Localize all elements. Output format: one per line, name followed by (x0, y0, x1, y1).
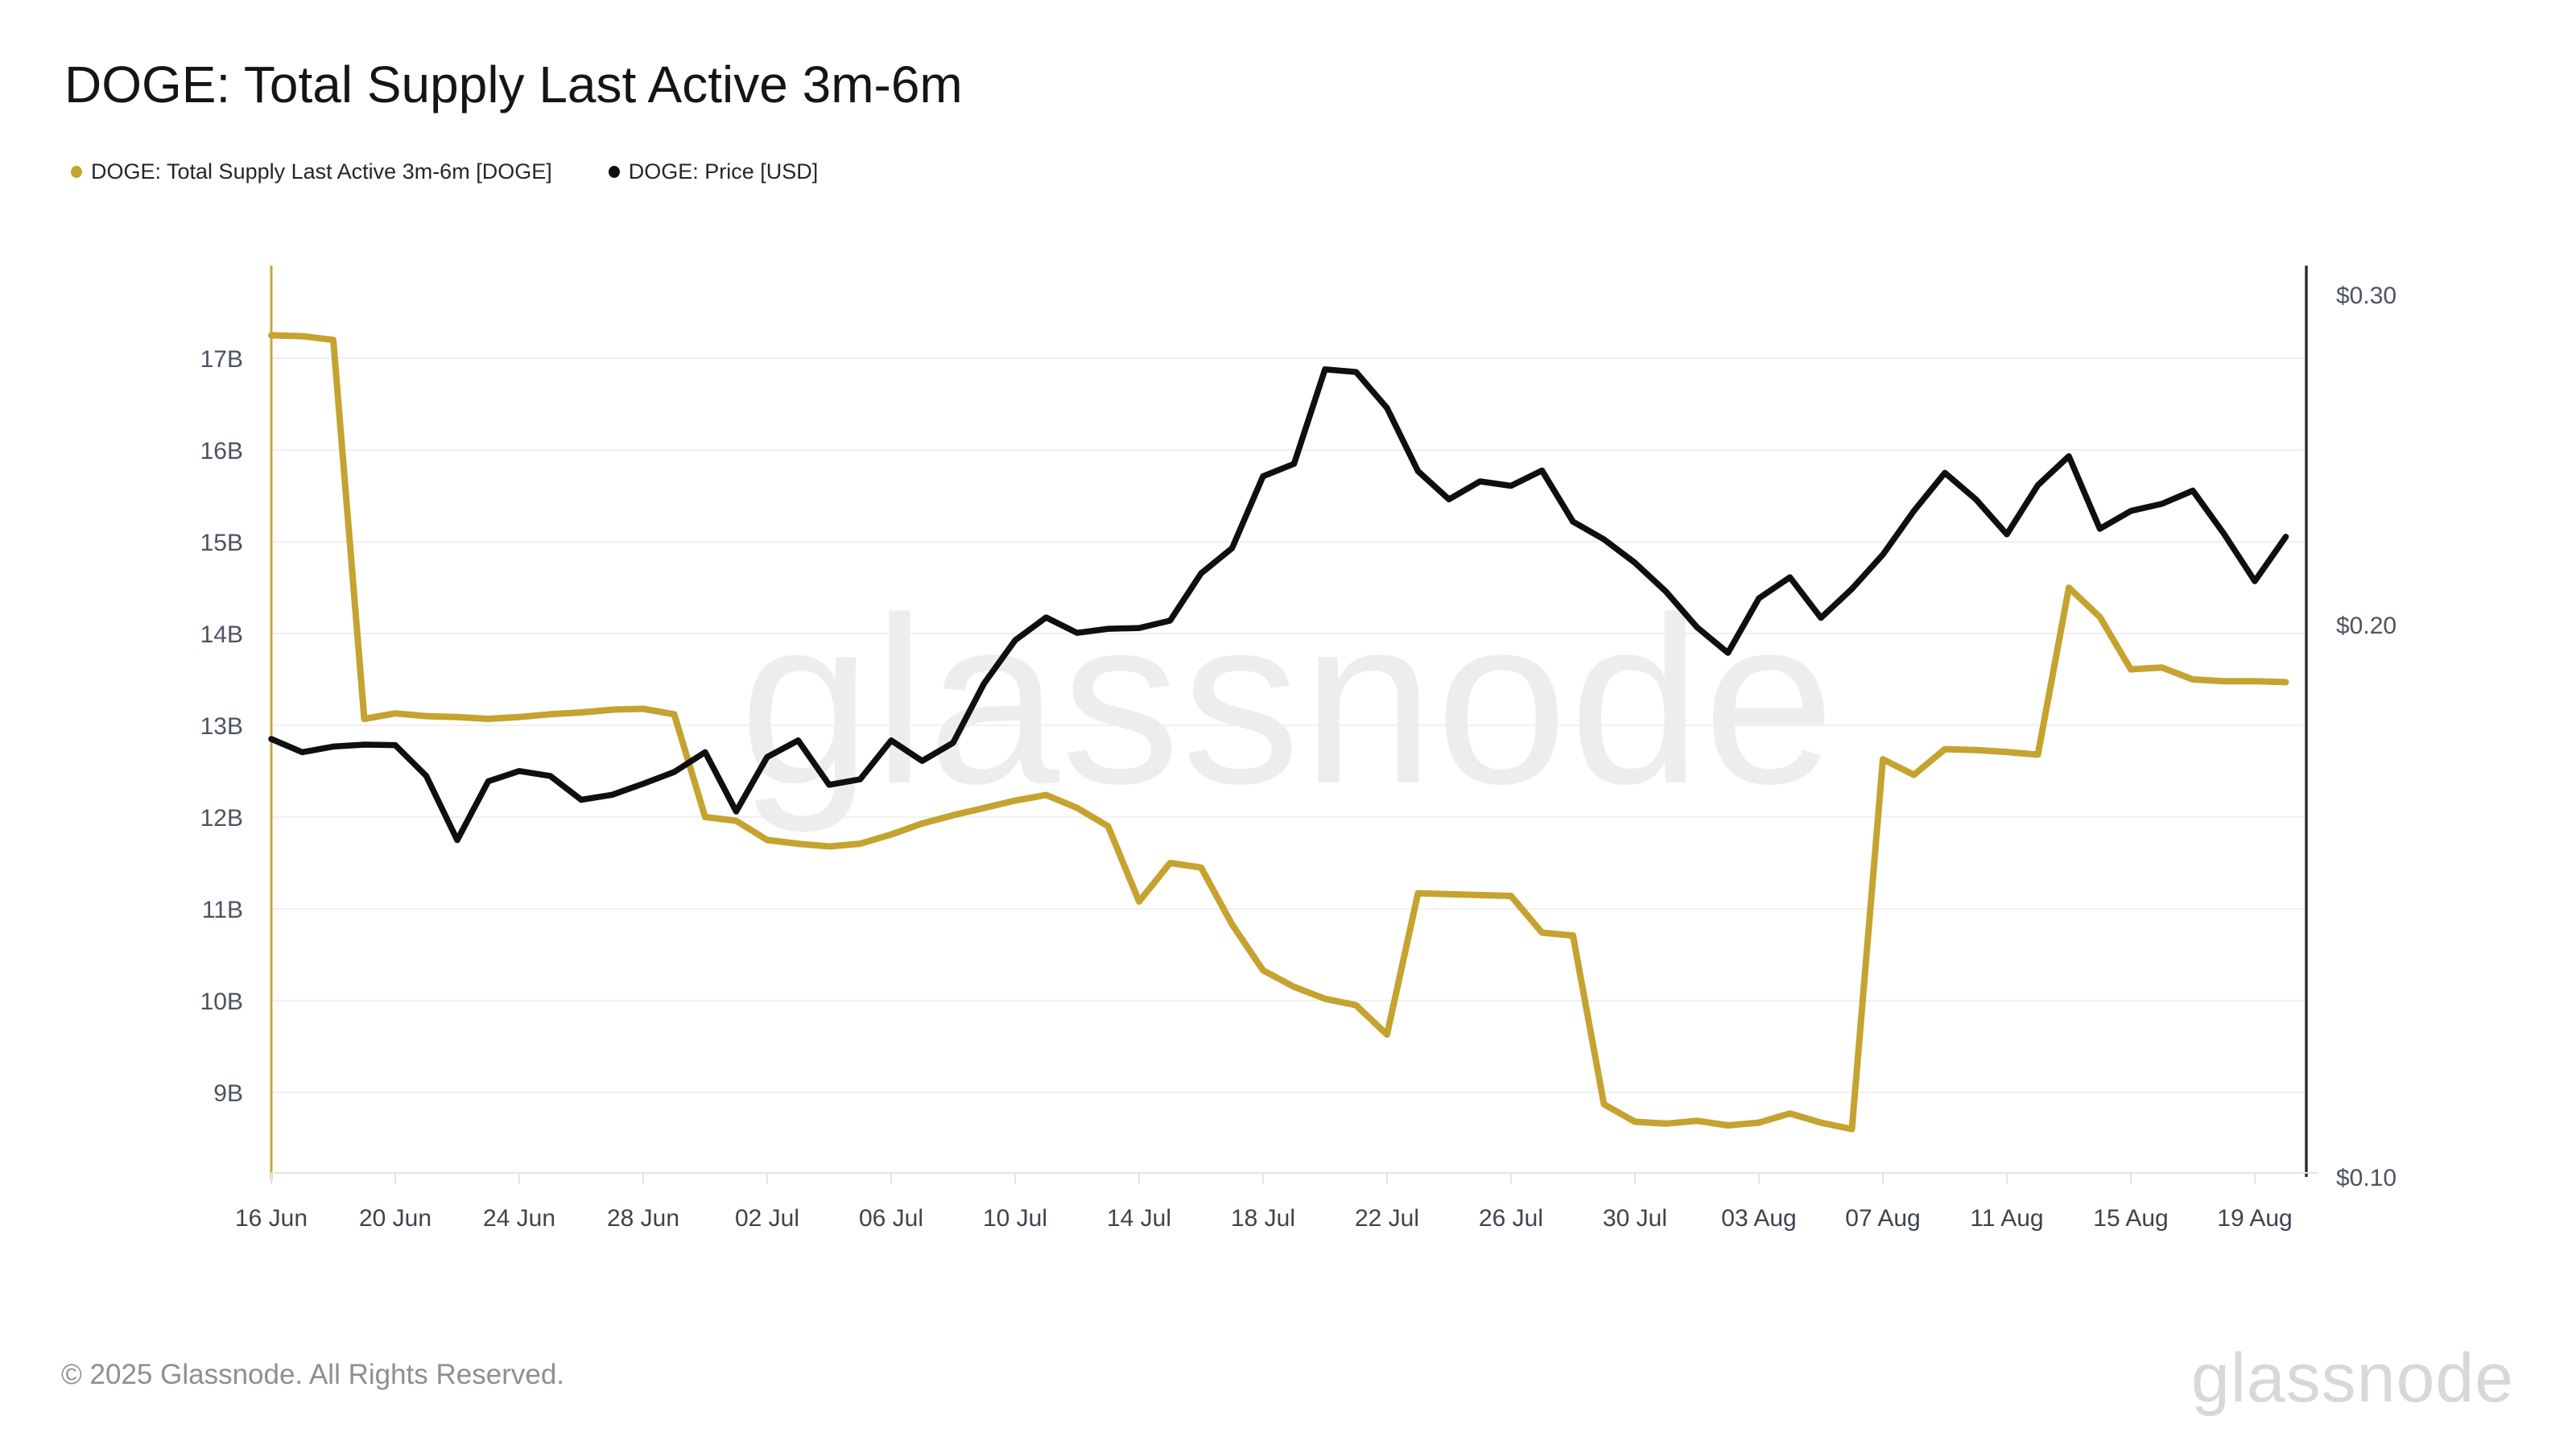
y-left-tick-label: 17B (200, 346, 243, 373)
y-left-tick-label: 10B (200, 989, 243, 1015)
glassnode-wordmark: glassnode (2191, 1340, 2515, 1417)
x-tick-label: 14 Jul (1107, 1205, 1171, 1232)
y-right-tick-label: $0.30 (2336, 283, 2396, 309)
y-left-tick-label: 9B (213, 1080, 243, 1107)
glassnode-watermark: glassnode (740, 568, 1837, 835)
chart-gridlines (271, 357, 2306, 1093)
plot-area[interactable] (271, 266, 2306, 1173)
x-tick-label: 28 Jun (607, 1205, 679, 1232)
x-tick-label: 20 Jun (359, 1205, 431, 1232)
x-tick-label: 10 Jul (983, 1205, 1047, 1232)
legend-item-price[interactable]: DOGE: Price [USD] (608, 159, 819, 184)
y-right-tick-label: $0.20 (2336, 613, 2396, 639)
y-left-tick-label: 15B (200, 530, 243, 556)
legend-item-price-label: DOGE: Price [USD] (628, 159, 819, 184)
x-tick-label: 30 Jul (1603, 1205, 1667, 1232)
x-tick-label: 24 Jun (483, 1205, 555, 1232)
x-tick-label: 07 Aug (1845, 1205, 1920, 1232)
x-tick-label: 06 Jul (859, 1205, 923, 1232)
price-line (268, 366, 2289, 844)
y-right-tick-label: $0.10 (2336, 1165, 2396, 1191)
chart-legend: DOGE: Total Supply Last Active 3m-6m [DO… (71, 159, 818, 184)
x-tick-label: 15 Aug (2093, 1205, 2168, 1232)
x-tick-label: 03 Aug (1721, 1205, 1796, 1232)
x-tick-label: 02 Jul (735, 1205, 799, 1232)
supply-line (268, 332, 2289, 1133)
x-tick-label: 19 Aug (2217, 1205, 2292, 1232)
page-title: DOGE: Total Supply Last Active 3m-6m (64, 56, 963, 114)
x-tick-label: 22 Jul (1355, 1205, 1419, 1232)
x-tick-label: 11 Aug (1970, 1205, 2043, 1232)
legend-item-supply[interactable]: DOGE: Total Supply Last Active 3m-6m [DO… (71, 159, 552, 184)
chart-axis-labels: 17B 16B 15B 14B 13B 12B 11B 10B 9B $0.30 $0.20 $0.1… (200, 283, 2396, 1232)
y-left-tick-label: 11B (202, 897, 243, 923)
x-tick-label: 18 Jul (1231, 1205, 1295, 1232)
y-left-tick-label: 13B (200, 713, 243, 740)
chart-axes (270, 266, 2318, 1184)
x-tick-label: 26 Jul (1479, 1205, 1543, 1232)
chart-series (268, 332, 2289, 1133)
copyright-text: © 2025 Glassnode. All Rights Reserved. (61, 1359, 565, 1390)
y-left-tick-label: 16B (200, 438, 243, 464)
y-left-tick-label: 14B (200, 621, 243, 648)
x-tick-label: 16 Jun (235, 1205, 308, 1232)
y-left-tick-label: 12B (200, 805, 243, 832)
price-series-dot-icon (608, 166, 620, 178)
supply-series-dot-icon (71, 166, 82, 178)
legend-item-supply-label: DOGE: Total Supply Last Active 3m-6m [DO… (91, 159, 552, 184)
